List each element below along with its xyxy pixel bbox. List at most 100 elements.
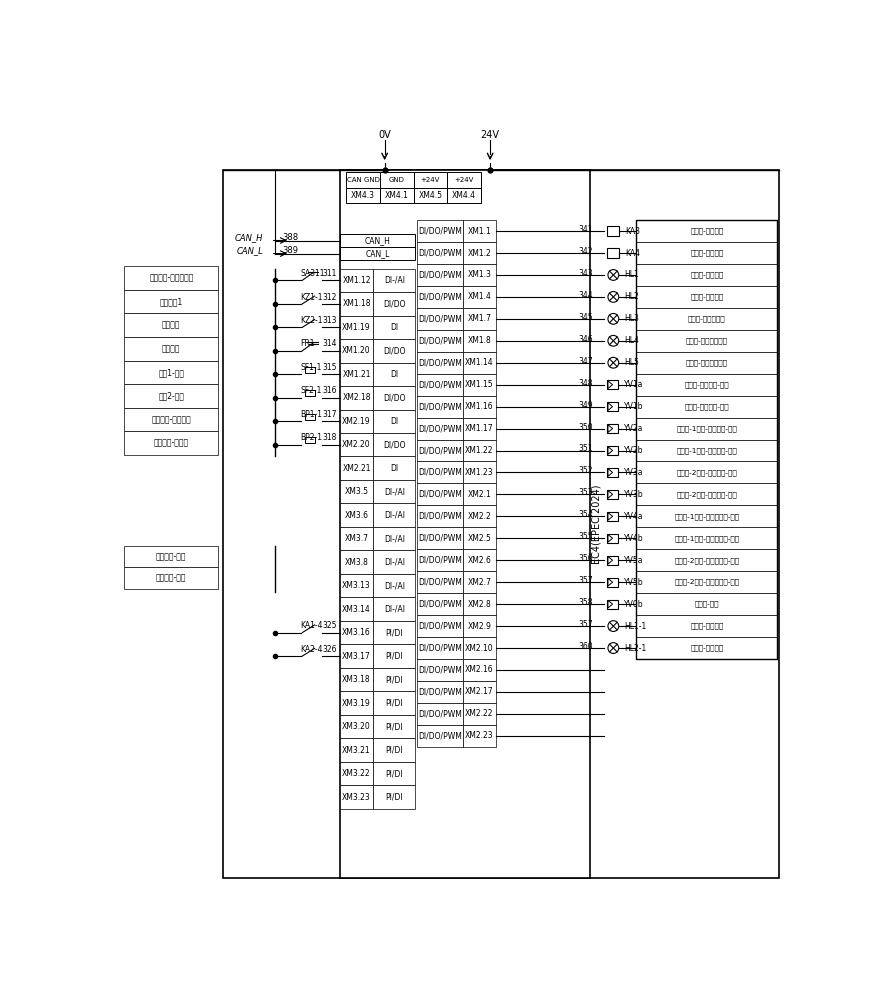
Text: 电磁阀-2位置-移动滑台滑-靠边: 电磁阀-2位置-移动滑台滑-靠边 [674, 579, 740, 585]
Text: 389: 389 [282, 246, 298, 255]
Bar [373, 644, 415, 668]
Bar [340, 715, 373, 738]
Bar [340, 503, 373, 527]
Text: KZ2-1: KZ2-1 [301, 316, 323, 325]
Text: PI/DI: PI/DI [386, 628, 403, 637]
Bar [417, 330, 463, 352]
Text: 液位2-停机: 液位2-停机 [158, 391, 184, 400]
Bar [463, 461, 496, 483]
Text: 314: 314 [322, 339, 337, 348]
Text: XM1.12: XM1.12 [342, 276, 371, 285]
Text: 接触器-电机正序: 接触器-电机正序 [690, 228, 724, 234]
Text: 356: 356 [578, 554, 593, 563]
Text: DI/DO/PWM: DI/DO/PWM [418, 446, 462, 455]
Bar [417, 725, 463, 747]
Text: DI/DO/PWM: DI/DO/PWM [418, 731, 462, 740]
Bar [417, 703, 463, 725]
Text: XM3.7: XM3.7 [344, 534, 368, 543]
Text: 315: 315 [322, 363, 337, 372]
Text: 指示灯-液位低故障: 指示灯-液位低故障 [688, 316, 726, 322]
Bar [607, 490, 618, 499]
Bar [463, 681, 496, 703]
Text: XM2.21: XM2.21 [342, 464, 371, 473]
Bar [417, 286, 463, 308]
Text: 351: 351 [578, 444, 593, 453]
Bar [636, 308, 777, 330]
Text: DI/DO: DI/DO [383, 346, 405, 355]
Text: DI/DO/PWM: DI/DO/PWM [418, 227, 462, 236]
Bar [380, 188, 413, 203]
Text: DI/DO/PWM: DI/DO/PWM [418, 270, 462, 279]
Bar [463, 505, 496, 527]
Bar [340, 234, 415, 247]
Bar [125, 266, 219, 290]
Text: DI/DO/PWM: DI/DO/PWM [418, 380, 462, 389]
Text: 352: 352 [578, 466, 593, 475]
Bar [636, 374, 777, 396]
Text: DI-/AI: DI-/AI [384, 487, 404, 496]
Text: 指示灯-右侧启动: 指示灯-右侧启动 [690, 645, 724, 651]
Text: XM3.14: XM3.14 [342, 605, 371, 614]
Bar [417, 220, 463, 242]
Text: DI/DO/PWM: DI/DO/PWM [418, 402, 462, 411]
Text: 316: 316 [322, 386, 337, 395]
Text: XM2.5: XM2.5 [467, 534, 491, 543]
Text: 318: 318 [322, 433, 337, 442]
Text: 388: 388 [282, 233, 298, 242]
Bar [636, 286, 777, 308]
Bar [373, 503, 415, 527]
Bar [463, 242, 496, 264]
Bar [447, 188, 481, 203]
Text: XM3.6: XM3.6 [344, 511, 368, 520]
Text: 347: 347 [578, 357, 593, 366]
Text: XM2.16: XM2.16 [465, 665, 494, 674]
Text: 左操作杆-使能: 左操作杆-使能 [156, 552, 187, 561]
Bar [373, 715, 415, 738]
Bar [125, 290, 219, 313]
Bar [463, 220, 496, 242]
Text: 317: 317 [322, 410, 337, 419]
Bar [417, 549, 463, 571]
Text: YV5a: YV5a [624, 556, 643, 565]
Text: 24V: 24V [481, 130, 500, 140]
Bar [373, 456, 415, 480]
Bar [340, 292, 373, 316]
Bar [463, 571, 496, 593]
Bar [373, 550, 415, 574]
Bar [463, 637, 496, 659]
Text: XM4.1: XM4.1 [385, 191, 409, 200]
Bar [607, 534, 618, 543]
Bar [305, 437, 314, 443]
Text: BP2-1: BP2-1 [301, 433, 323, 442]
Text: 相序监控1: 相序监控1 [159, 297, 183, 306]
Bar [607, 380, 618, 389]
Text: XM3.22: XM3.22 [342, 769, 371, 778]
Text: DI/DO/PWM: DI/DO/PWM [418, 534, 462, 543]
Bar [417, 374, 463, 396]
Text: 346: 346 [578, 335, 593, 344]
Bar [636, 505, 777, 527]
Bar [607, 226, 619, 236]
Text: XM2.20: XM2.20 [342, 440, 371, 449]
Text: DI-/AI: DI-/AI [384, 534, 404, 543]
Text: DI/DO/PWM: DI/DO/PWM [418, 512, 462, 521]
Text: XM3.16: XM3.16 [342, 628, 371, 637]
Text: 345: 345 [578, 313, 593, 322]
Text: YV2b: YV2b [624, 446, 643, 455]
Text: HL3: HL3 [624, 314, 639, 323]
Text: CAN_H: CAN_H [235, 233, 263, 242]
Bar [373, 316, 415, 339]
Text: DI/DO/PWM: DI/DO/PWM [418, 468, 462, 477]
Text: YV5b: YV5b [624, 578, 643, 587]
Text: XM1.4: XM1.4 [467, 292, 491, 301]
Bar [417, 681, 463, 703]
Bar [340, 762, 373, 785]
Text: 电磁阀-1位置-移动滑台-展开: 电磁阀-1位置-移动滑台-展开 [676, 425, 737, 432]
Text: 0V: 0V [378, 130, 391, 140]
Text: YV4a: YV4a [624, 512, 643, 521]
Text: YV1a: YV1a [624, 380, 643, 389]
Text: XM4.3: XM4.3 [351, 191, 375, 200]
Text: 电磁阀-2位置-移动滑台-展开: 电磁阀-2位置-移动滑台-展开 [676, 469, 737, 476]
Text: 电磁阀-1位置-移动滑台滑-靠边: 电磁阀-1位置-移动滑台滑-靠边 [674, 535, 740, 542]
Text: SF2-1: SF2-1 [301, 386, 322, 395]
